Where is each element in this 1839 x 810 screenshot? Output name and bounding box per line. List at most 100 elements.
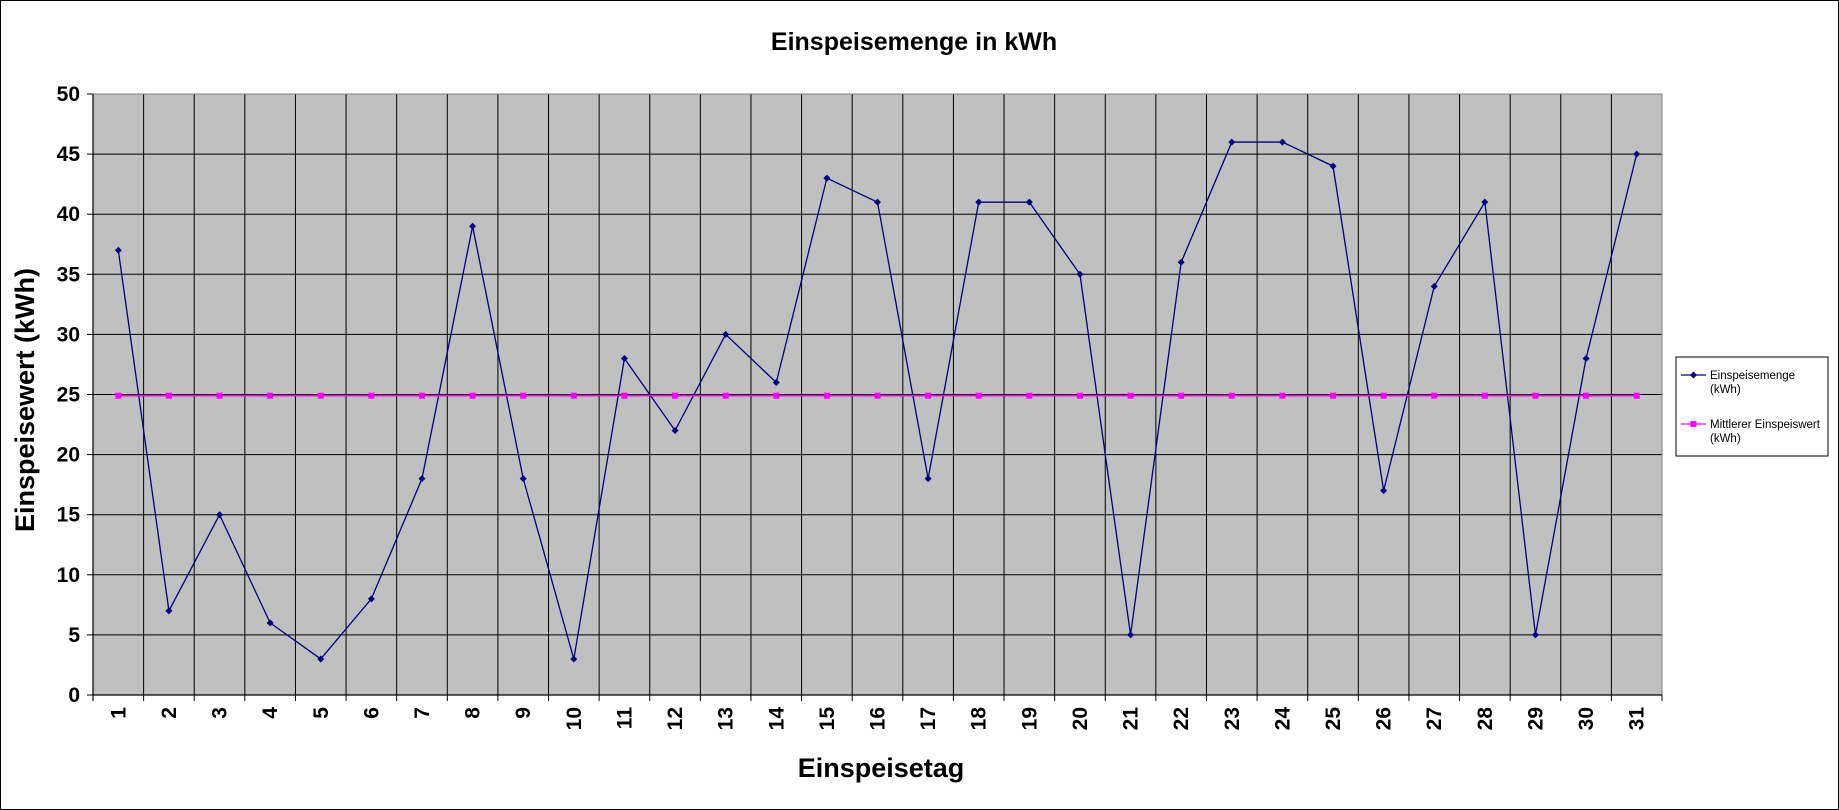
x-tick-label-24: 24 [1271, 707, 1294, 731]
series-1-point-30 [1582, 354, 1590, 362]
series-1-point-3 [216, 511, 224, 519]
series-1-point-18 [975, 198, 983, 206]
legend-label-1-line-1: Einspeisemenge [1710, 370, 1795, 382]
x-tick-label-21: 21 [1120, 707, 1143, 731]
x-tick-label-3: 3 [209, 707, 232, 719]
y-tick-label-30: 30 [57, 323, 80, 346]
series-2-point-21 [1127, 392, 1134, 399]
series-1-point-29 [1531, 631, 1539, 639]
series-2-point-10 [570, 392, 577, 399]
series-1-point-27 [1430, 282, 1438, 290]
series-1-point-22 [1177, 258, 1185, 266]
x-tick-label-28: 28 [1474, 707, 1497, 731]
x-tick-label-7: 7 [411, 707, 434, 719]
series-1-point-7 [418, 475, 426, 483]
x-tick-label-4: 4 [259, 707, 282, 719]
series-2-point-8 [469, 392, 476, 399]
series-2-point-24 [1279, 392, 1286, 399]
legend-entry-2: Mittlerer Einspeiswert (kWh) [1681, 419, 1821, 445]
y-tick-label-45: 45 [57, 143, 81, 166]
series-1-point-20 [1076, 270, 1084, 278]
series-2-point-18 [975, 392, 982, 399]
series-1-point-8 [469, 222, 477, 230]
x-tick-label-8: 8 [462, 707, 485, 719]
series-2-point-7 [418, 392, 425, 399]
series-1-point-23 [1228, 138, 1236, 146]
series-2-point-6 [368, 392, 375, 399]
series-1-point-13 [722, 330, 730, 338]
series-2-point-2 [165, 392, 172, 399]
y-tick-label-50: 50 [57, 83, 80, 106]
series-2-point-22 [1178, 392, 1185, 399]
y-tick-label-0: 0 [68, 684, 80, 707]
legend-entry-1: Einspeisemenge (kWh) [1681, 370, 1795, 396]
series-2-point-16 [874, 392, 881, 399]
series-1-point-25 [1329, 162, 1337, 170]
series-2-point-14 [773, 392, 780, 399]
series-1-point-12 [671, 427, 679, 435]
series-1-point-21 [1127, 631, 1135, 639]
series-2-point-17 [925, 392, 932, 399]
series-1-point-15 [823, 174, 831, 182]
legend-label-1-line-2: (kWh) [1710, 384, 1741, 396]
y-tick-label-5: 5 [68, 624, 80, 647]
series-2-point-30 [1583, 392, 1590, 399]
series-1-point-26 [1380, 487, 1388, 495]
x-tick-label-11: 11 [613, 707, 636, 730]
series-2-point-25 [1330, 392, 1337, 399]
series-1-point-28 [1481, 198, 1489, 206]
x-tick-label-31: 31 [1626, 707, 1649, 731]
plot-area [92, 93, 1663, 701]
legend-label-2-line-2: (kWh) [1710, 433, 1741, 445]
x-tick-label-13: 13 [715, 707, 738, 730]
x-tick-label-23: 23 [1221, 707, 1244, 730]
y-tick-label-15: 15 [57, 504, 81, 527]
series-2-point-20 [1076, 392, 1083, 399]
series-2-point-3 [216, 392, 223, 399]
series-2-point-9 [520, 392, 527, 399]
x-tick-label-16: 16 [867, 707, 890, 730]
series-1-point-11 [620, 354, 628, 362]
series-2-point-26 [1380, 392, 1387, 399]
series-1-point-16 [874, 198, 881, 206]
series-1 [114, 138, 1641, 663]
series-2-point-23 [1228, 392, 1235, 399]
x-tick-label-6: 6 [360, 707, 383, 719]
x-axis-label: Einspeisetag [798, 753, 965, 783]
x-tick-label-30: 30 [1575, 707, 1598, 730]
series-2-point-19 [1026, 392, 1033, 399]
legend-marker-1 [1690, 371, 1697, 379]
series-2-point-5 [317, 392, 324, 399]
series-2-point-29 [1532, 392, 1539, 399]
series-2-point-4 [267, 392, 274, 399]
x-tick-label-20: 20 [1069, 707, 1092, 730]
series-2-point-31 [1633, 392, 1640, 399]
x-tick-label-14: 14 [765, 707, 788, 731]
series-2-point-11 [621, 392, 628, 399]
x-tick-label-9: 9 [512, 707, 535, 719]
x-tick-label-19: 19 [1018, 707, 1041, 730]
x-tick-label-25: 25 [1322, 707, 1345, 731]
x-tick-label-12: 12 [664, 707, 687, 730]
series-2-point-1 [115, 392, 122, 399]
x-tick-label-27: 27 [1423, 707, 1446, 730]
series-1-point-19 [1025, 198, 1033, 206]
series-2-point-27 [1431, 392, 1438, 399]
y-axis-ticks: 0 5 10 15 20 25 30 35 40 45 50 [57, 83, 93, 707]
x-tick-label-2: 2 [158, 707, 181, 719]
x-tick-label-22: 22 [1170, 707, 1193, 730]
x-tick-label-1: 1 [107, 707, 130, 719]
y-tick-label-25: 25 [57, 384, 81, 407]
series-2-point-15 [823, 392, 830, 399]
chart-title: Einspeisemenge in kWh [771, 28, 1057, 56]
x-tick-label-29: 29 [1524, 707, 1547, 730]
y-tick-label-10: 10 [57, 564, 80, 587]
series-1-point-9 [519, 475, 527, 483]
series-2-point-28 [1481, 392, 1488, 399]
x-tick-label-17: 17 [917, 707, 940, 730]
series-1-point-17 [924, 475, 932, 483]
x-tick-label-10: 10 [563, 707, 586, 730]
x-tick-label-26: 26 [1373, 707, 1396, 730]
y-tick-label-35: 35 [57, 263, 81, 286]
